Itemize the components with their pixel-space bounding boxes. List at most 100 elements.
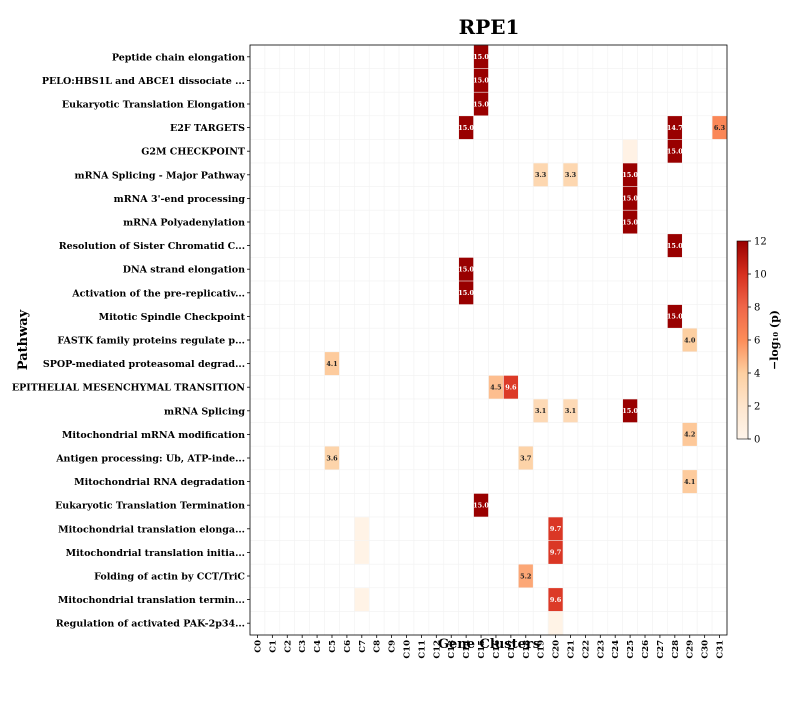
grid-cell	[503, 611, 519, 636]
heatmap-cell	[518, 564, 533, 588]
grid-cell	[532, 445, 549, 471]
heatmap-cell	[667, 304, 682, 328]
grid-cell	[398, 563, 415, 589]
grid-cell	[488, 44, 504, 69]
x-tick-label: C15	[477, 640, 487, 659]
grid-cell	[279, 469, 296, 494]
grid-cell	[428, 351, 445, 376]
grid-cell	[592, 91, 609, 117]
grid-cell	[696, 469, 713, 494]
grid-cell	[607, 540, 623, 565]
cell-value-label: 9.7	[550, 549, 561, 557]
heatmap-cell	[503, 375, 519, 399]
grid-cell	[622, 516, 638, 541]
grid-cell	[488, 91, 504, 117]
grid-cell	[339, 375, 355, 400]
y-tick-label: Folding of actin by CCT/TriC	[94, 572, 245, 583]
grid-cell	[652, 351, 668, 376]
grid-cell	[279, 162, 296, 187]
grid-cell	[652, 540, 668, 565]
grid-cell	[637, 280, 653, 305]
grid-cell	[368, 422, 385, 447]
grid-cell	[503, 280, 519, 305]
grid-cell	[324, 44, 340, 69]
grid-cell	[667, 327, 683, 353]
grid-cell	[428, 398, 445, 423]
grid-cell	[503, 162, 519, 187]
grid-cell	[398, 186, 415, 211]
grid-cell	[398, 233, 415, 258]
grid-cell	[547, 162, 564, 187]
grid-cell	[309, 445, 325, 471]
grid-cell	[294, 611, 310, 636]
grid-cell	[532, 280, 549, 305]
grid-cell	[681, 44, 698, 69]
heatmap-cell	[533, 399, 548, 423]
grid-cell	[681, 587, 698, 612]
grid-cell	[339, 257, 355, 282]
grid-cell	[562, 304, 579, 329]
grid-cell	[279, 44, 296, 69]
grid-cell	[577, 162, 594, 187]
grid-cell	[428, 611, 445, 636]
grid-cell	[518, 422, 534, 447]
grid-cell	[279, 327, 296, 353]
y-axis-label: Pathway	[16, 309, 31, 370]
grid-cell	[309, 186, 325, 211]
grid-cell	[592, 611, 609, 636]
grid-cell	[577, 493, 594, 518]
x-tick-label: C21	[566, 640, 576, 659]
grid-cell	[637, 398, 653, 423]
grid-cell	[637, 115, 653, 140]
grid-cell	[711, 68, 728, 93]
grid-cell	[681, 257, 698, 282]
grid-cell	[324, 563, 340, 589]
grid-cell	[249, 516, 266, 541]
grid-cell	[488, 233, 504, 258]
grid-cell	[681, 139, 698, 164]
grid-cell	[368, 516, 385, 541]
grid-cell	[607, 91, 623, 117]
grid-cell	[368, 563, 385, 589]
grid-cell	[368, 115, 385, 140]
grid-cell	[532, 209, 549, 235]
grid-cell	[577, 469, 594, 494]
grid-cell	[398, 327, 415, 353]
y-tick-label: Activation of the pre-replicativ...	[71, 288, 245, 299]
grid-cell	[324, 139, 340, 164]
x-tick-label: C23	[596, 640, 606, 659]
grid-cell	[413, 587, 430, 612]
grid-cell	[667, 422, 683, 447]
grid-cell	[577, 139, 594, 164]
grid-cell	[428, 445, 445, 471]
grid-cell	[652, 162, 668, 187]
grid-cell	[413, 233, 430, 258]
grid-cell	[264, 280, 281, 305]
grid-cell	[622, 445, 638, 471]
grid-cell	[488, 587, 504, 612]
grid-cell	[413, 91, 430, 117]
grid-cell	[473, 304, 489, 329]
grid-cell	[577, 257, 594, 282]
grid-cell	[279, 375, 296, 400]
grid-cell	[458, 304, 474, 329]
grid-cell	[592, 139, 609, 164]
grid-cell	[637, 139, 653, 164]
grid-cell	[279, 445, 296, 471]
grid-cell	[681, 186, 698, 211]
grid-cell	[562, 587, 579, 612]
grid-cell	[443, 351, 459, 376]
colorbar-ticks: 0 2 4 6 8 10 12	[748, 237, 767, 446]
grid-cell	[279, 280, 296, 305]
grid-cell	[652, 493, 668, 518]
cell-value-label: 6.3	[714, 124, 726, 132]
grid-cell	[667, 91, 683, 117]
grid-cell	[383, 540, 400, 565]
grid-cell	[339, 68, 355, 93]
grid-cell	[324, 186, 340, 211]
y-tick-label: PELO:HBS1L and ABCE1 dissociate ...	[42, 76, 245, 87]
grid-cell	[309, 540, 325, 565]
grid-cell	[652, 186, 668, 211]
grid-cell	[398, 162, 415, 187]
grid-cell	[547, 44, 564, 69]
